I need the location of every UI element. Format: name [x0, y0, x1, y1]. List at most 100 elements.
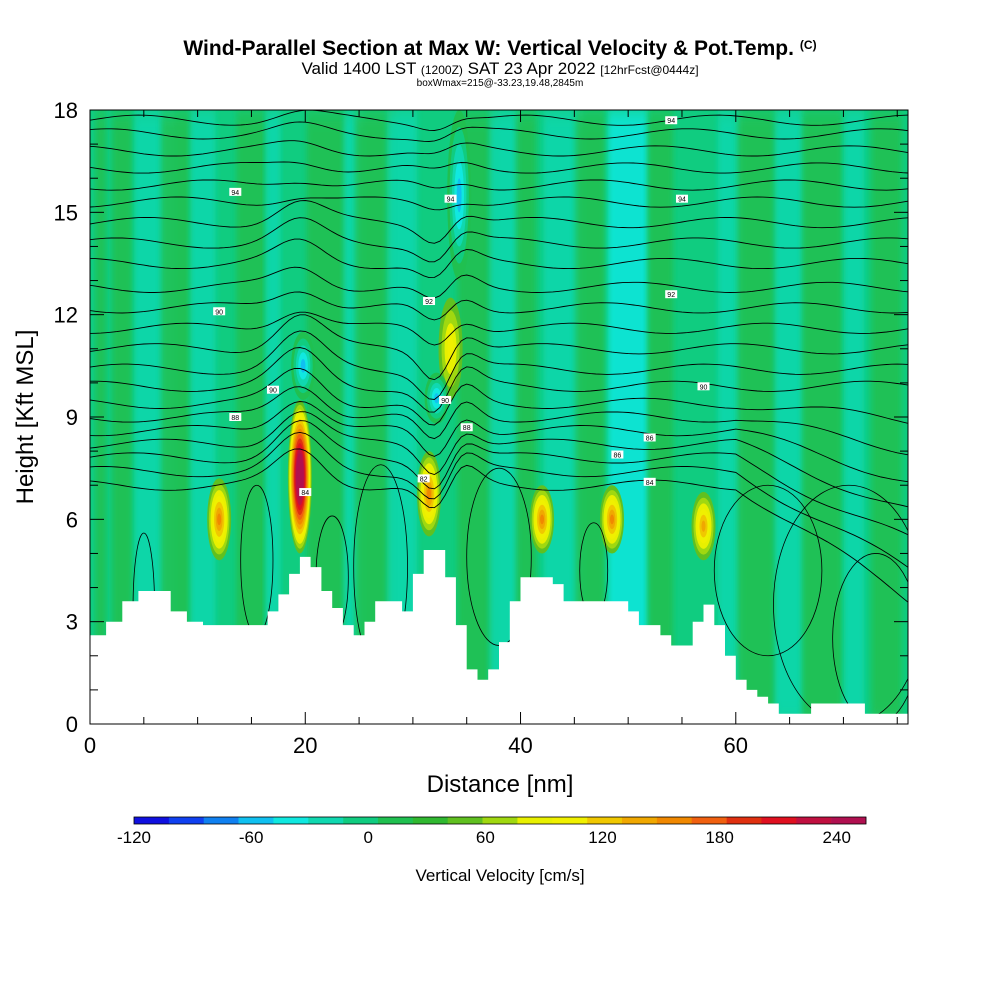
isentrope-label-bg	[643, 477, 656, 486]
y-tick-label: 3	[66, 610, 78, 635]
isentrope-label-text: 82	[420, 476, 428, 483]
colorbar-segment	[412, 817, 449, 824]
y-tick-label: 9	[66, 405, 78, 430]
isentrope-line	[90, 217, 908, 263]
updraft-cell	[691, 492, 716, 561]
isentrope-label-text: 88	[463, 425, 471, 432]
colorbar: -120 -60 0 60 120 180 240	[117, 816, 867, 847]
velocity-cells	[207, 110, 716, 561]
isentrope-line	[90, 200, 908, 244]
colorbar-segment	[796, 817, 832, 824]
colorbar-segment	[134, 817, 170, 824]
x-tick-label: 60	[724, 733, 748, 758]
isentrope-label: 92	[665, 290, 678, 299]
isentrope-label-text: 88	[231, 415, 239, 422]
low-level-contour	[832, 553, 908, 724]
isentrope-label: 84	[299, 488, 312, 497]
isentrope-label-bg	[229, 413, 242, 421]
x-tick-label: 40	[508, 733, 532, 758]
y-axis-label: Height [Kft MSL]	[12, 330, 39, 505]
colorbar-segment	[308, 817, 344, 824]
updraft-cell	[207, 478, 232, 561]
isentrope-label-bg	[266, 385, 279, 394]
y-tick-label: 12	[54, 303, 78, 328]
colorbar-segment	[517, 817, 553, 824]
forecast-info: [12hrFcst@0444z]	[600, 63, 699, 77]
isentrope-label-bg	[697, 382, 710, 391]
isentrope-line	[90, 311, 908, 346]
isentrope-labels: 94 94 94 94 90 92 92 90 88 90 88 86 90 86 84 84 82	[213, 116, 710, 497]
colorbar-segment	[587, 817, 623, 824]
downdraft-cell	[447, 110, 472, 281]
isentrope-label-bg	[444, 194, 457, 203]
updraft-cell	[600, 485, 625, 554]
isentrope-label-bg	[417, 474, 430, 483]
isentrope-label-bg	[675, 194, 688, 203]
isentrope-line	[90, 411, 908, 508]
isentrope-label-bg	[423, 297, 436, 306]
isentrope-label: 90	[439, 395, 452, 405]
updraft-cell-level	[427, 487, 432, 500]
isentrope-label-text: 86	[646, 435, 654, 442]
low-level-contour	[713, 484, 823, 657]
isentrope-label-text: 94	[667, 118, 675, 125]
updraft-cell-level	[540, 514, 545, 525]
colorbar-segment	[761, 817, 797, 824]
isentrope-line	[90, 386, 908, 456]
colorbar-tick-label: 120	[588, 828, 616, 847]
background-stripe	[265, 110, 281, 724]
isentrope-label-text: 94	[447, 197, 455, 204]
box-info: boxWmax=215@-33.23,19.48,2845m	[416, 78, 584, 89]
isentrope-label-text: 90	[215, 309, 223, 316]
isentrope-label-bg	[299, 488, 312, 497]
isentrope-line	[90, 291, 908, 321]
isentrope-label-text: 90	[700, 384, 708, 391]
isentrope-label: 82	[417, 474, 430, 483]
chart-subtitle: Valid 1400 LST (1200Z) SAT 23 Apr 2022 […	[0, 60, 1000, 79]
downdraft-cell	[291, 331, 316, 400]
isentrope-line	[90, 161, 908, 174]
isentrope-label-text: 86	[613, 453, 621, 460]
colorbar-tick-label: -60	[239, 828, 264, 847]
isentropes	[90, 110, 908, 724]
axes: 0 20 40 60 0 3 6 9 12 15 18	[54, 98, 908, 758]
isentrope-label: 90	[697, 382, 710, 391]
isentrope-line	[90, 110, 908, 131]
isentrope-label-bg	[213, 307, 226, 316]
isentrope-label-text: 90	[441, 398, 449, 405]
y-tick-label: 6	[66, 507, 78, 532]
valid-date: SAT 23 Apr 2022	[467, 59, 596, 78]
x-axis-label: Distance [nm]	[427, 771, 574, 798]
isentrope-label-bg	[643, 433, 656, 442]
isentrope-label: 90	[213, 307, 226, 316]
colorbar-segment	[238, 817, 274, 824]
chart-title: Wind-Parallel Section at Max W: Vertical…	[0, 37, 1000, 61]
isentrope-label-text: 94	[231, 190, 239, 197]
colorbar-segment	[447, 817, 483, 824]
isentrope-label-text: 84	[646, 480, 654, 487]
updraft-cell	[417, 451, 442, 537]
colorbar-tick-label: -120	[117, 828, 151, 847]
isentrope-line	[90, 330, 908, 400]
updraft-cell-level	[610, 514, 615, 525]
isentrope-label-text: 84	[301, 490, 309, 497]
isentrope-label-bg	[229, 187, 242, 196]
isentrope-line	[90, 314, 908, 381]
isentrope-label: 92	[423, 297, 436, 306]
background-stripe	[112, 110, 133, 724]
isentrope-label-bg	[665, 116, 678, 125]
isentrope-label-text: 92	[667, 292, 675, 299]
downdraft-cell-level	[300, 359, 306, 373]
isentrope-label-bg	[439, 395, 452, 404]
background-stripe	[737, 110, 778, 724]
valid-zulu: (1200Z)	[420, 63, 463, 77]
updraft-cell-level	[297, 471, 302, 482]
downdraft-cell-level	[456, 178, 462, 213]
colorbar-segment	[343, 817, 379, 824]
isentrope-line	[90, 420, 908, 536]
colorbar-segment	[482, 817, 518, 824]
colorbar-segment	[691, 817, 727, 824]
copyright-mark: (C)	[799, 38, 817, 52]
isentrope-label-bg	[460, 423, 473, 432]
updraft-cell-level	[217, 513, 222, 526]
